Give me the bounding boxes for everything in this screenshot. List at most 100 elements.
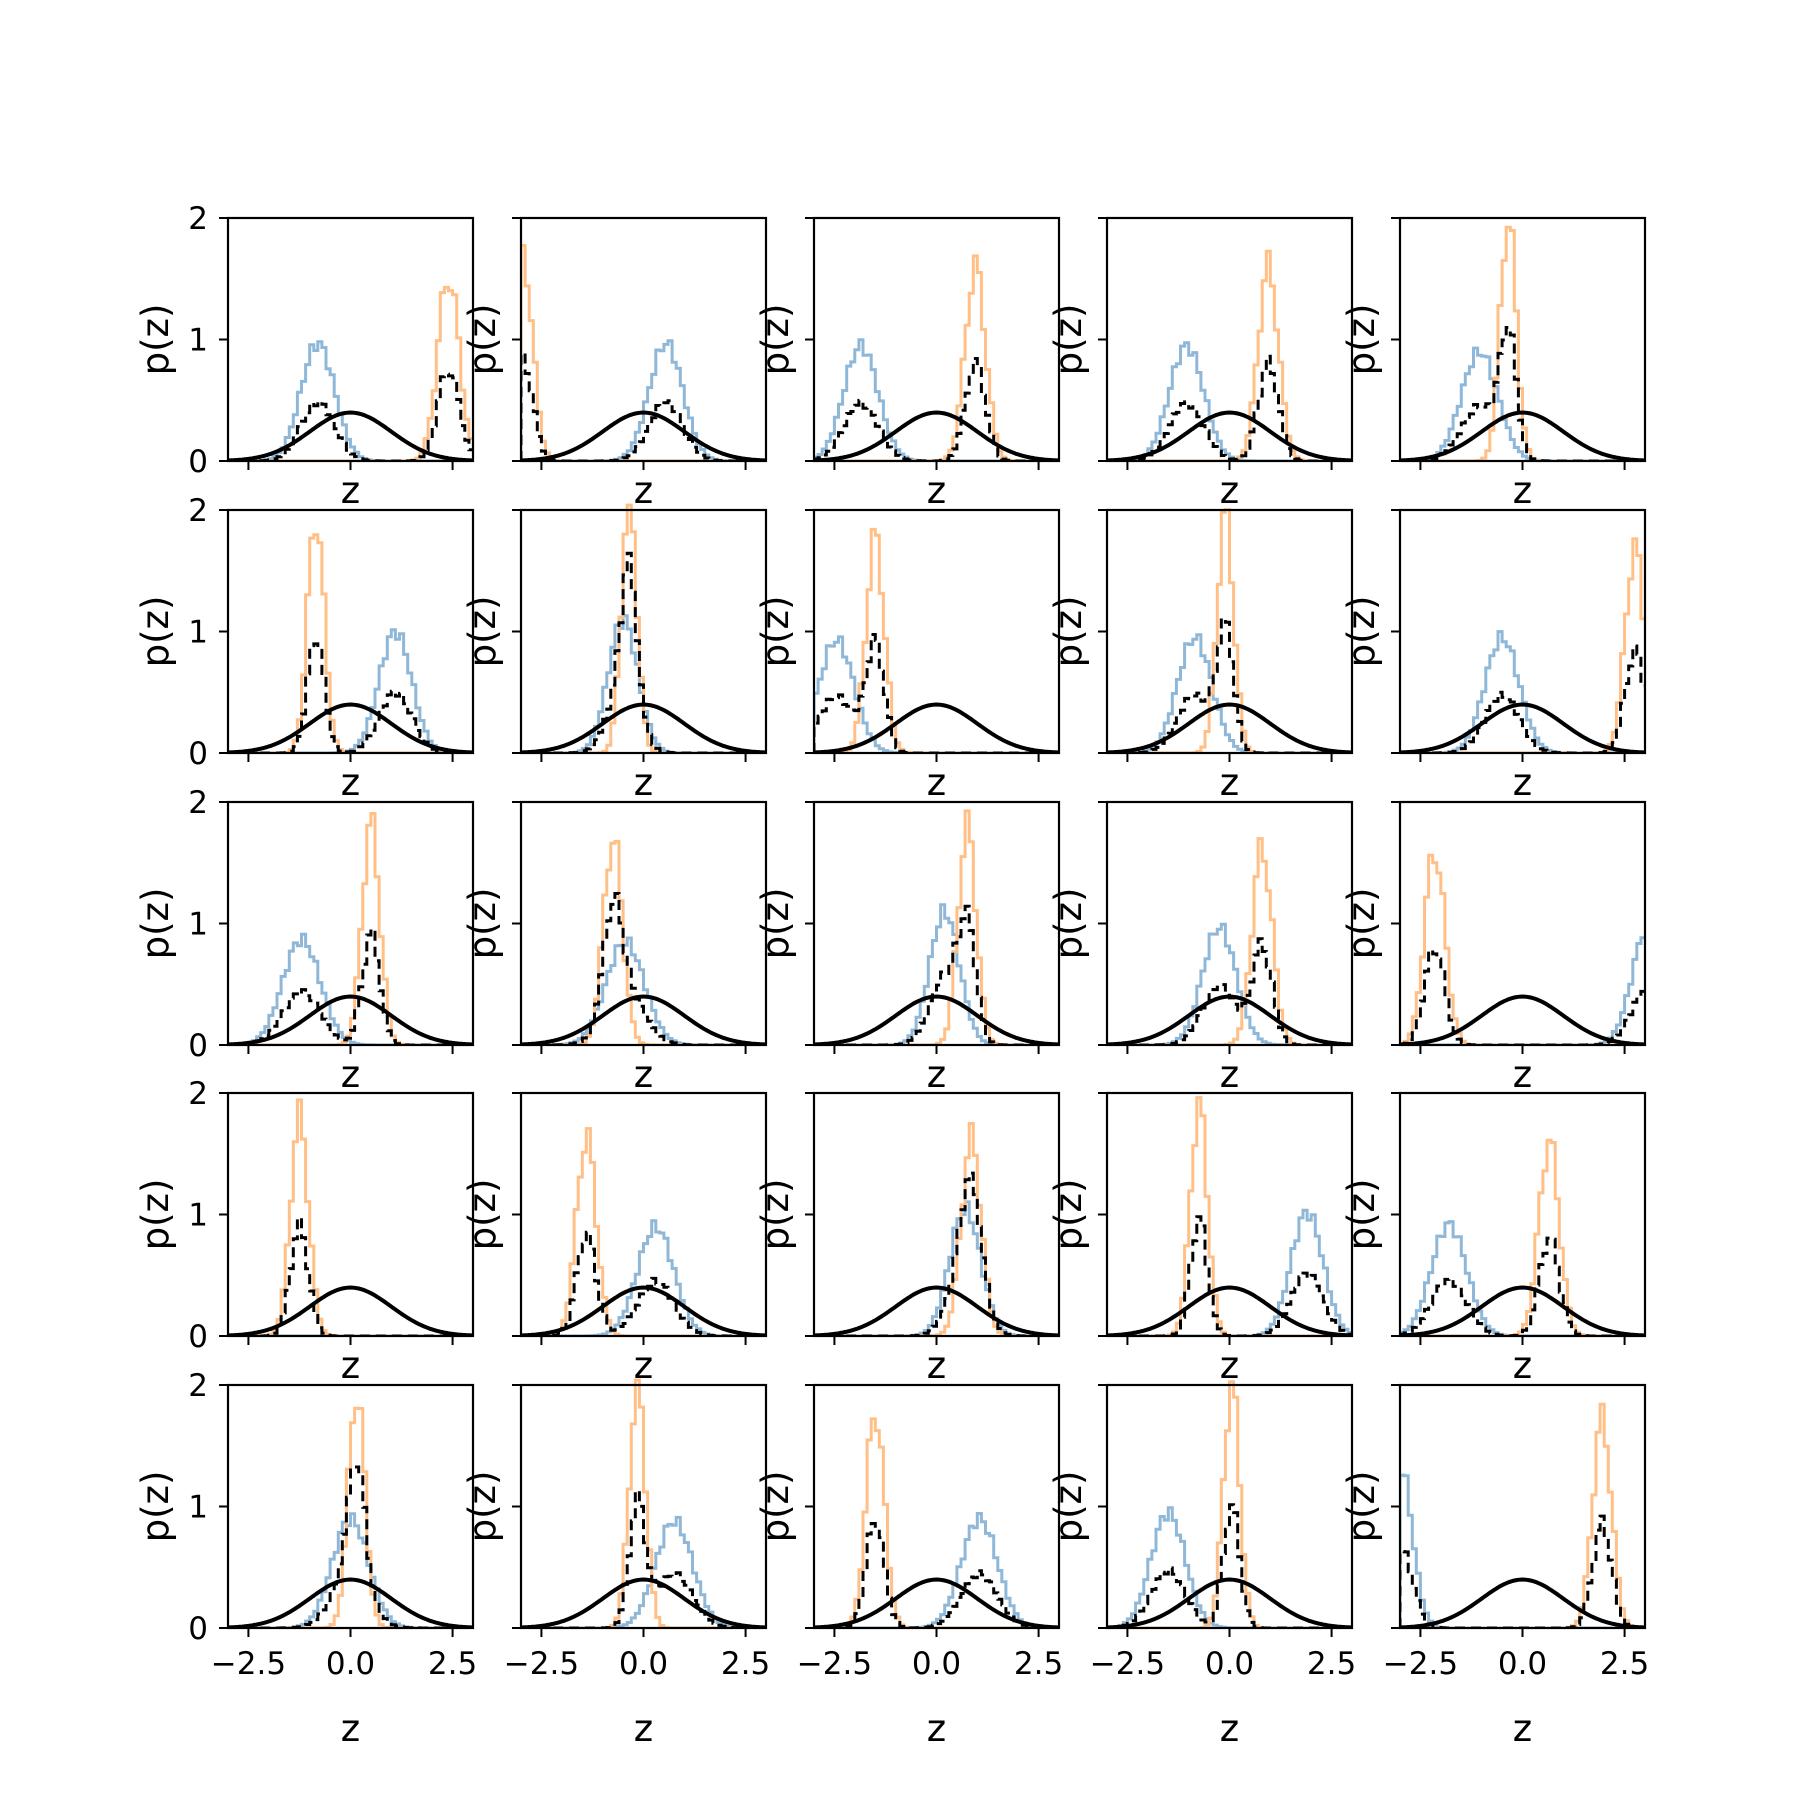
subplot-r3-c3: z p(z) [754, 800, 1061, 1096]
y-tick-label: 0 [188, 1611, 208, 1647]
plot-area [1107, 1380, 1352, 1628]
y-axis-label: p(z) [134, 1179, 177, 1251]
x-axis-label: z [634, 1053, 653, 1096]
subplot-r2-c4: z p(z) [1047, 508, 1354, 804]
x-axis-label: z [634, 469, 653, 512]
prior-curve [814, 994, 1059, 1045]
y-axis-label: p(z) [134, 888, 177, 960]
prior-curve [1107, 1285, 1352, 1336]
y-axis-label: p(z) [1340, 596, 1383, 668]
prior-curve [1400, 702, 1645, 753]
y-axis-label: p(z) [461, 596, 504, 668]
y-axis-label: p(z) [461, 1471, 504, 1543]
y-axis-label: p(z) [1340, 304, 1383, 376]
x-axis-label: z [341, 761, 360, 804]
x-axis-label: z [1513, 1344, 1532, 1387]
prior-curve [521, 702, 766, 753]
prior-curve [814, 702, 1059, 753]
x-tick-label: −2.5 [1383, 1646, 1458, 1682]
x-tick-label: 2.5 [1307, 1646, 1356, 1682]
y-axis-label: p(z) [754, 1179, 797, 1251]
subplot-r5-c3: −2.5 0.0 2.5 z p(z) [754, 1383, 1063, 1750]
y-tick-label: 1 [188, 1490, 208, 1526]
mixture-histogram [1107, 1503, 1352, 1628]
y-tick-label: 2 [188, 201, 208, 237]
y-axis-label: p(z) [1340, 1179, 1383, 1251]
y-tick-label: 1 [188, 1198, 208, 1234]
component-a-histogram [1400, 1473, 1645, 1628]
y-axis-label: p(z) [134, 1471, 177, 1543]
component-b-histogram [228, 812, 473, 1045]
y-tick-label: 1 [188, 323, 208, 359]
mixture-histogram [228, 372, 473, 461]
component-a-histogram [521, 1515, 766, 1628]
x-tick-label: 2.5 [1014, 1646, 1063, 1682]
y-tick-label: 2 [188, 785, 208, 821]
prior-curve [228, 702, 473, 753]
x-axis-label: z [634, 1707, 653, 1750]
y-axis-label: p(z) [461, 304, 504, 376]
plot-area [521, 1378, 766, 1628]
y-axis-label: p(z) [754, 304, 797, 376]
subplot-r3-c2: z p(z) [461, 800, 768, 1096]
y-tick-label: 2 [188, 1076, 208, 1112]
subplot-r1-c2: z p(z) [461, 216, 768, 512]
y-axis-label: p(z) [1047, 304, 1090, 376]
plot-area [1400, 225, 1645, 461]
x-tick-label: −2.5 [211, 1646, 286, 1682]
mixture-histogram [521, 1489, 766, 1628]
x-axis-label: z [634, 761, 653, 804]
prior-curve [814, 1285, 1059, 1336]
y-axis-label: p(z) [1047, 1179, 1090, 1251]
x-axis-label: z [1220, 1053, 1239, 1096]
prior-curve [521, 1285, 766, 1336]
component-a-histogram [1107, 1208, 1352, 1336]
panel-grid: 0 1 2 z p(z) z p(z) z p(z) z p(z) z p(z) 0 1 2 z p(z) z p(z… [134, 201, 1649, 1750]
subplot-r5-c4: −2.5 0.0 2.5 z p(z) [1047, 1380, 1356, 1750]
x-tick-label: 2.5 [1600, 1646, 1649, 1682]
component-b-histogram [1400, 853, 1645, 1045]
subplot-r1-c1: 0 1 2 z p(z) [134, 201, 475, 512]
x-tick-label: 0.0 [326, 1646, 375, 1682]
y-tick-label: 0 [188, 736, 208, 772]
subplot-r3-c4: z p(z) [1047, 800, 1354, 1096]
x-axis-label: z [927, 1344, 946, 1387]
component-b-histogram [228, 1098, 473, 1336]
component-b-histogram [521, 503, 766, 753]
x-tick-label: 0.0 [1205, 1646, 1254, 1682]
x-axis-label: z [341, 1707, 360, 1750]
x-axis-label: z [1513, 1053, 1532, 1096]
x-axis-label: z [927, 1053, 946, 1096]
component-a-histogram [1107, 1506, 1352, 1628]
y-axis-label: p(z) [1340, 888, 1383, 960]
mixture-histogram [1107, 616, 1352, 753]
subplot-r4-c1: 0 1 2 z p(z) [134, 1076, 475, 1387]
y-axis-label: p(z) [1047, 596, 1090, 668]
y-tick-label: 1 [188, 615, 208, 651]
subplot-r2-c5: z p(z) [1340, 508, 1647, 804]
mixture-histogram [228, 642, 473, 753]
x-tick-label: 0.0 [1498, 1646, 1547, 1682]
x-axis-label: z [1220, 1707, 1239, 1750]
subplot-r5-c2: −2.5 0.0 2.5 z p(z) [461, 1378, 770, 1750]
x-axis-label: z [927, 1707, 946, 1750]
x-tick-label: 2.5 [428, 1646, 477, 1682]
prior-curve [521, 994, 766, 1045]
mixture-histogram [814, 633, 1059, 753]
prior-curve [521, 410, 766, 461]
component-b-histogram [1107, 1380, 1352, 1628]
x-tick-label: −2.5 [797, 1646, 872, 1682]
y-tick-label: 1 [188, 907, 208, 943]
subplot-r4-c5: z p(z) [1340, 1091, 1647, 1387]
plot-area [228, 1098, 473, 1336]
component-a-histogram [814, 338, 1059, 461]
prior-curve [1400, 1577, 1645, 1628]
component-a-histogram [1400, 936, 1645, 1045]
subplot-r1-c4: z p(z) [1047, 216, 1354, 512]
prior-curve [1107, 1577, 1352, 1628]
prior-curve [1107, 994, 1352, 1045]
subplot-r5-c5: −2.5 0.0 2.5 z p(z) [1340, 1383, 1649, 1750]
x-axis-label: z [341, 1053, 360, 1096]
x-axis-label: z [1220, 761, 1239, 804]
subplot-r3-c5: z p(z) [1340, 800, 1647, 1096]
